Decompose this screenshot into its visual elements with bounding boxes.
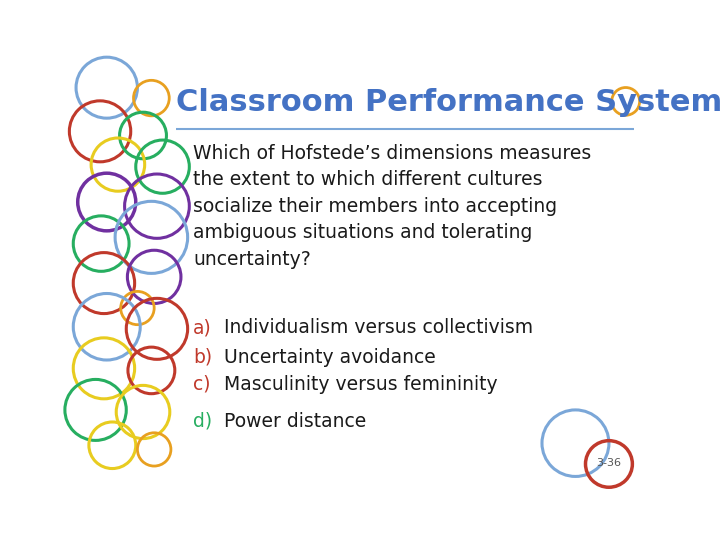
Text: Masculinity versus femininity: Masculinity versus femininity: [224, 375, 498, 394]
Text: Power distance: Power distance: [224, 412, 366, 431]
Text: Individualism versus collectivism: Individualism versus collectivism: [224, 319, 533, 338]
Text: Uncertainty avoidance: Uncertainty avoidance: [224, 348, 436, 367]
Text: d): d): [193, 412, 212, 431]
Text: Classroom Performance System: Classroom Performance System: [176, 87, 720, 117]
Text: Which of Hofstede’s dimensions measures
the extent to which different cultures
s: Which of Hofstede’s dimensions measures …: [193, 144, 592, 269]
Text: 3-36: 3-36: [596, 458, 621, 468]
Text: c): c): [193, 375, 211, 394]
Text: a): a): [193, 319, 212, 338]
Text: b): b): [193, 348, 212, 367]
